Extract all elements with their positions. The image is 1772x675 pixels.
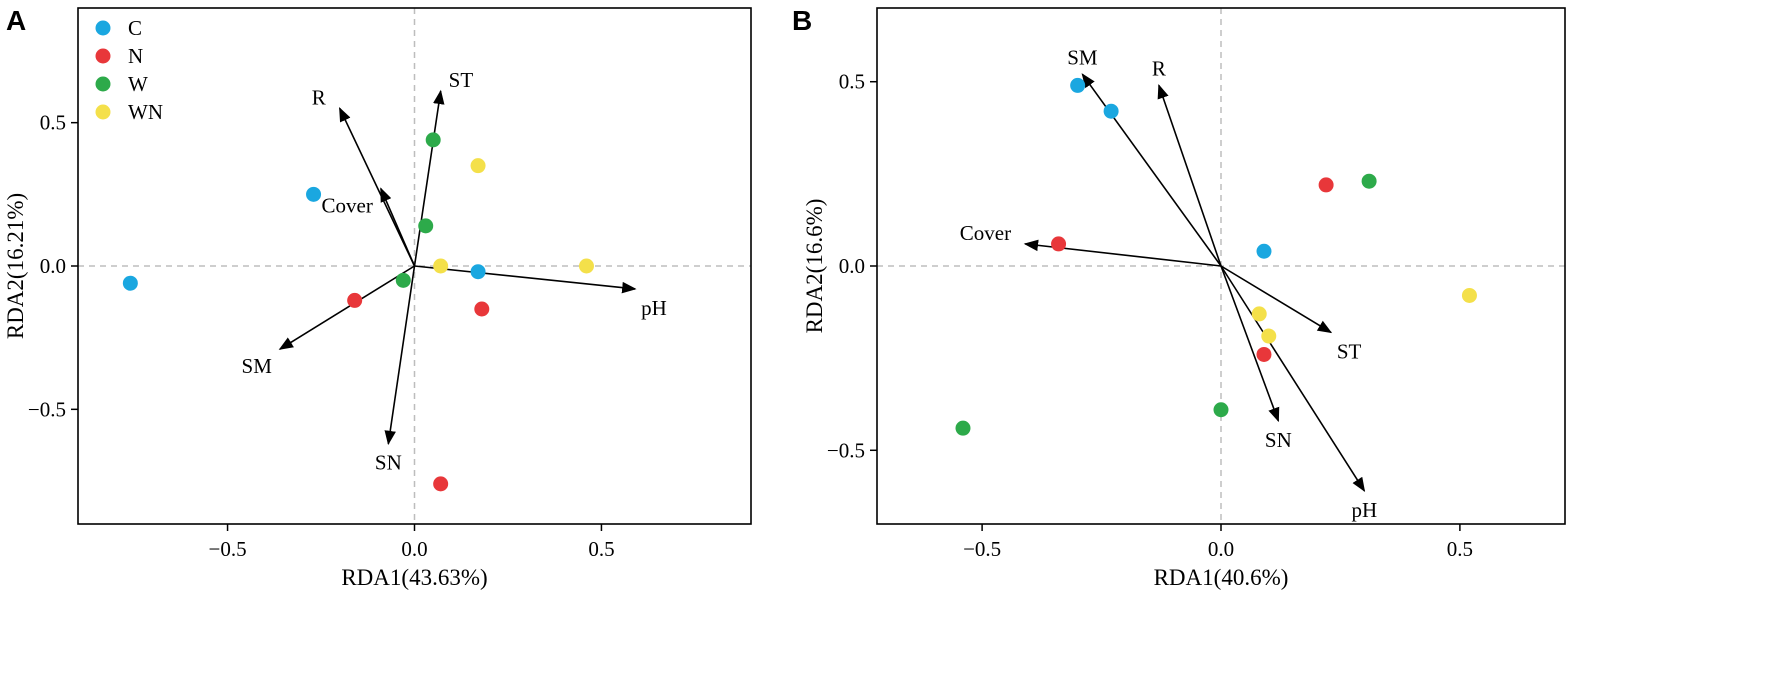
panel-label-b: B <box>792 5 812 36</box>
legend-label: W <box>128 72 148 96</box>
env-vector-label: pH <box>1351 498 1377 522</box>
rda-panel-a: −0.5 0.0 0.5 −0.5 0.0 0.5 RDA1(43.63%) RDA2(16.… <box>3 7 752 590</box>
sample-point-wn <box>1461 287 1477 303</box>
env-vector-arrow <box>338 107 416 267</box>
sample-point-w <box>955 420 971 436</box>
sample-point-c <box>1070 77 1086 93</box>
env-vector-arrow <box>278 265 415 350</box>
sample-point-wn <box>470 158 486 174</box>
y-axis-label: RDA2(16.21%) <box>3 193 28 339</box>
env-vector-label: pH <box>641 296 667 320</box>
x-axis-label: RDA1(40.6%) <box>1154 565 1289 590</box>
x-axis-label: RDA1(43.63%) <box>341 565 487 590</box>
sample-point-wn <box>433 258 449 274</box>
y-tick-label: 0.5 <box>40 111 66 135</box>
env-vector-label: SN <box>1265 428 1292 452</box>
sample-point-w <box>1213 402 1229 418</box>
sample-point-w <box>418 218 434 234</box>
legend-marker-n <box>95 48 111 64</box>
sample-point-n <box>1318 177 1334 193</box>
sample-point-c <box>306 186 322 202</box>
env-vector-label: SM <box>1067 45 1098 69</box>
env-vector-label: ST <box>1337 339 1362 363</box>
x-tick-label: 0.5 <box>1447 537 1473 561</box>
x-tick-label: −0.5 <box>209 537 247 561</box>
env-vector-label: R <box>312 85 326 109</box>
sample-point-w <box>1361 173 1377 189</box>
y-tick-label: −0.5 <box>827 438 865 462</box>
y-tick-label: 0.0 <box>40 254 66 278</box>
legend-marker-wn <box>95 104 111 120</box>
env-vector-arrow <box>1081 73 1222 267</box>
y-tick-label: 0.0 <box>839 254 865 278</box>
legend-label: WN <box>128 100 163 124</box>
sample-point-c <box>1103 103 1119 119</box>
x-tick-label: 0.0 <box>1208 537 1234 561</box>
sample-point-n <box>1256 346 1272 362</box>
sample-point-c <box>470 264 486 280</box>
y-axis-label: RDA2(16.6%) <box>802 199 827 334</box>
rda-panel-b: −0.5 0.0 0.5 −0.5 0.0 0.5 RDA1(40.6%) RDA2(16.6… <box>802 7 1566 590</box>
sample-point-n <box>474 301 490 317</box>
env-vector-label: SN <box>375 451 402 475</box>
env-vector-label: Cover <box>960 221 1011 245</box>
sample-point-w <box>425 132 441 148</box>
x-tick-label: −0.5 <box>963 537 1001 561</box>
env-vector-arrow <box>413 89 445 267</box>
sample-point-wn <box>578 258 594 274</box>
legend-label: N <box>128 44 143 68</box>
env-vector-arrow <box>1157 84 1222 267</box>
x-tick-label: 0.5 <box>588 537 614 561</box>
env-vector-arrow <box>384 265 416 446</box>
env-vector-arrow <box>414 265 637 294</box>
y-tick-label: −0.5 <box>28 397 66 421</box>
legend-marker-c <box>95 20 111 36</box>
sample-point-c <box>1256 243 1272 259</box>
env-vector-label: R <box>1152 56 1166 80</box>
env-vector-arrow <box>1220 265 1333 334</box>
y-tick-label: 0.5 <box>839 70 865 94</box>
sample-point-n <box>1051 236 1067 252</box>
env-vector-label: Cover <box>322 194 373 218</box>
x-tick-label: 0.0 <box>401 537 427 561</box>
legend-marker-w <box>95 76 111 92</box>
env-vector-arrow <box>1220 265 1280 423</box>
legend-label: C <box>128 16 142 40</box>
sample-point-w <box>395 272 411 288</box>
env-vector-label: SM <box>242 354 273 378</box>
env-vector-arrow <box>1220 265 1366 493</box>
env-vector-arrow <box>380 187 416 267</box>
sample-point-wn <box>1261 328 1277 344</box>
sample-point-c <box>122 275 138 291</box>
panel-label-a: A <box>6 5 26 36</box>
env-vector-label: ST <box>449 68 474 92</box>
sample-point-n <box>347 292 363 308</box>
sample-point-wn <box>1251 306 1267 322</box>
sample-point-n <box>433 476 449 492</box>
